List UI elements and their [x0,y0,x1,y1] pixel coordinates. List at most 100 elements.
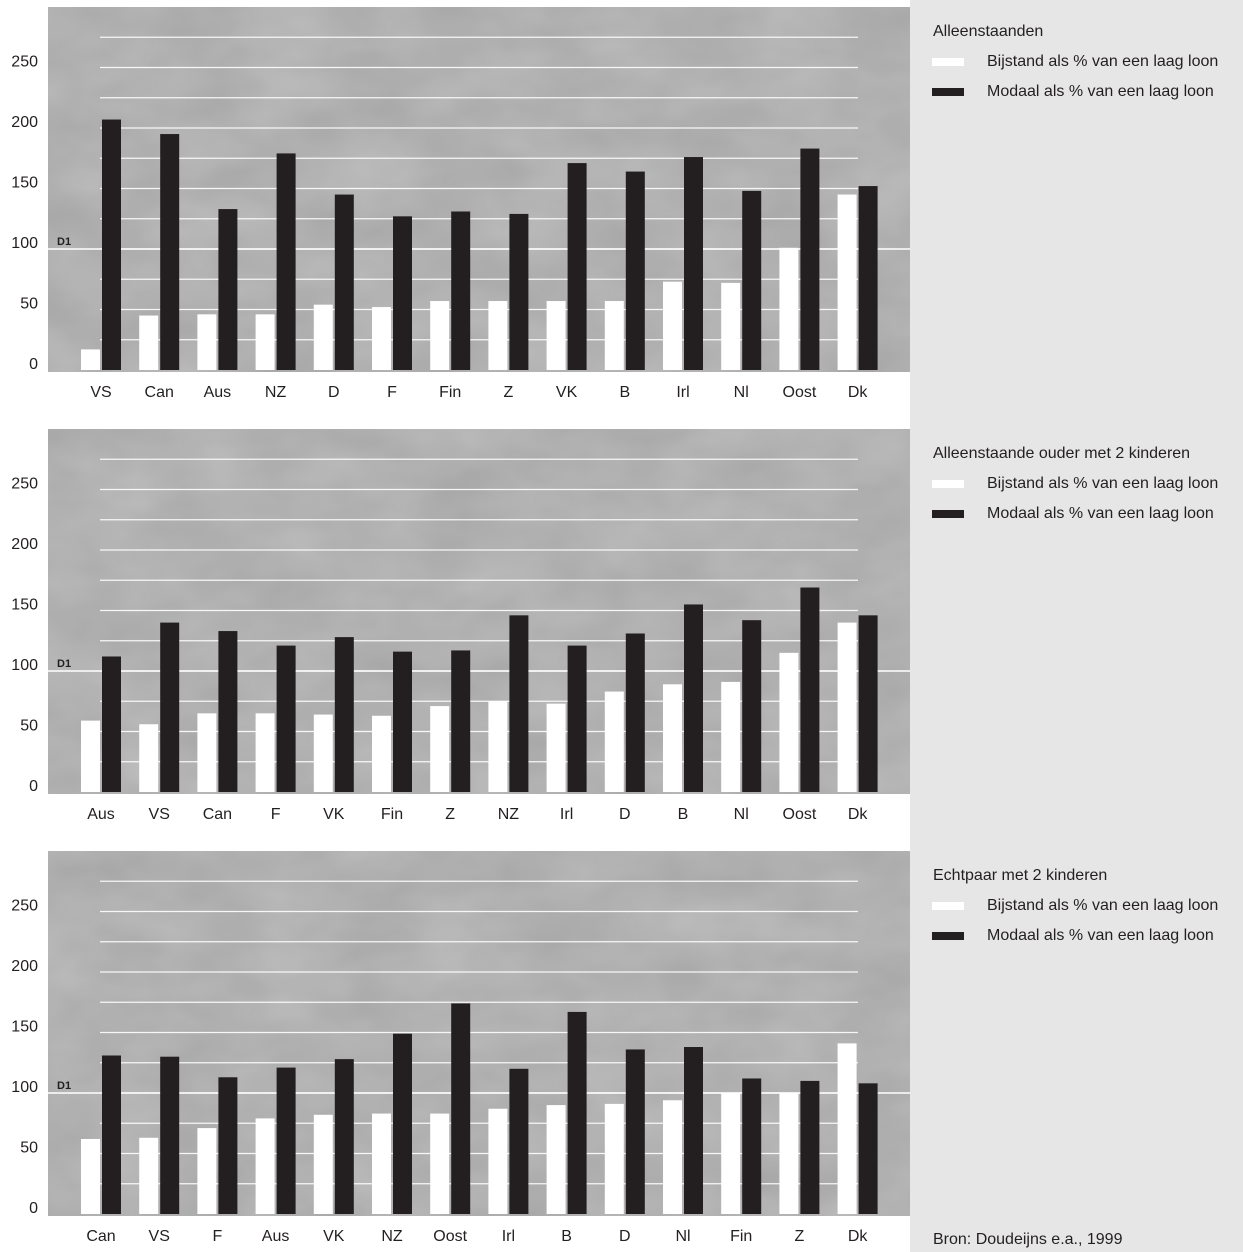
bar [372,307,391,370]
x-tick-label: D [619,806,631,823]
bar [838,623,857,792]
bar [859,1083,878,1214]
x-tick-label: Irl [560,806,573,823]
y-tick-label: 150 [11,597,38,614]
bar [139,724,158,792]
y-tick-label: 250 [11,898,38,915]
annotation: D1 [57,658,71,670]
y-tick-label: 250 [11,54,38,71]
bar [335,195,354,370]
x-tick-label: Can [203,806,232,823]
bar [218,631,237,792]
x-tick-label: VK [556,384,578,401]
bar [626,1049,645,1214]
bar [218,1077,237,1214]
x-tick-label: VK [323,1228,345,1245]
bar [779,653,798,792]
bar [605,692,624,792]
bar [684,157,703,370]
legend-label: Modaal als % van een laag loon [987,927,1214,944]
bar [859,186,878,370]
x-tick-label: Irl [676,384,689,401]
x-tick-label: Oost [433,1228,467,1245]
bar [372,1114,391,1214]
bar [568,163,587,370]
bar [160,1057,179,1214]
bar [277,646,296,792]
bar [160,623,179,792]
bar [488,1109,507,1214]
legend-label: Modaal als % van een laag loon [987,505,1214,522]
x-tick-label: Can [145,384,174,401]
bar [859,615,878,792]
bar [742,191,761,370]
bar [721,283,740,370]
bar [335,1059,354,1214]
bar [800,1081,819,1214]
x-tick-label: NZ [381,1228,403,1245]
bar [721,1093,740,1214]
x-tick-label: F [271,806,281,823]
x-tick-label: NZ [265,384,287,401]
bar [197,713,216,792]
x-tick-label: Fin [381,806,403,823]
bar [509,1069,528,1214]
x-tick-label: D [619,1228,631,1245]
bar [742,1078,761,1214]
bar [335,637,354,792]
x-tick-label: Aus [262,1228,290,1245]
bar [139,1138,158,1214]
y-tick-label: 50 [20,296,38,313]
bar [393,216,412,370]
bar [488,701,507,792]
bar [779,1093,798,1214]
x-tick-label: Dk [848,806,869,823]
bar [372,716,391,792]
bar [451,211,470,370]
legend-label: Modaal als % van een laag loon [987,83,1214,100]
x-tick-label: Oost [783,806,817,823]
legend-title: Alleenstaanden [933,23,1043,40]
legend-swatch [932,932,964,940]
bar [488,301,507,370]
x-tick-label: Nl [734,806,749,823]
bar [393,652,412,792]
legend-swatch [932,58,964,66]
y-tick-label: 250 [11,476,38,493]
y-tick-label: 150 [11,175,38,192]
y-tick-label: 150 [11,1019,38,1036]
y-tick-label: 200 [11,536,38,553]
x-tick-label: Dk [848,384,869,401]
bar [800,149,819,370]
bar [547,704,566,792]
bar [605,1104,624,1214]
bar [197,1128,216,1214]
bar [81,349,100,370]
bar [800,588,819,792]
x-tick-label: VS [149,1228,170,1245]
y-tick-label: 100 [11,1079,38,1096]
bar [256,1118,275,1214]
page: Bron: Doudeijns e.a., 1999 D105010015020… [0,0,1243,1252]
bar [256,713,275,792]
y-tick-label: 0 [29,356,38,373]
bar [81,1139,100,1214]
x-tick-label: Can [86,1228,115,1245]
legend-title: Echtpaar met 2 kinderen [933,867,1107,884]
bar [547,1105,566,1214]
x-tick-label: F [213,1228,223,1245]
bar [314,715,333,792]
bar [102,656,121,792]
x-tick-label: Nl [734,384,749,401]
x-tick-label: B [678,806,689,823]
bar [277,1068,296,1214]
bar [742,620,761,792]
y-tick-label: 200 [11,114,38,131]
legend-label: Bijstand als % van een laag loon [987,475,1218,492]
legend-label: Bijstand als % van een laag loon [987,53,1218,70]
y-tick-label: 0 [29,778,38,795]
bar [626,172,645,370]
bar [256,314,275,370]
y-tick-label: 100 [11,657,38,674]
x-tick-label: Irl [502,1228,515,1245]
